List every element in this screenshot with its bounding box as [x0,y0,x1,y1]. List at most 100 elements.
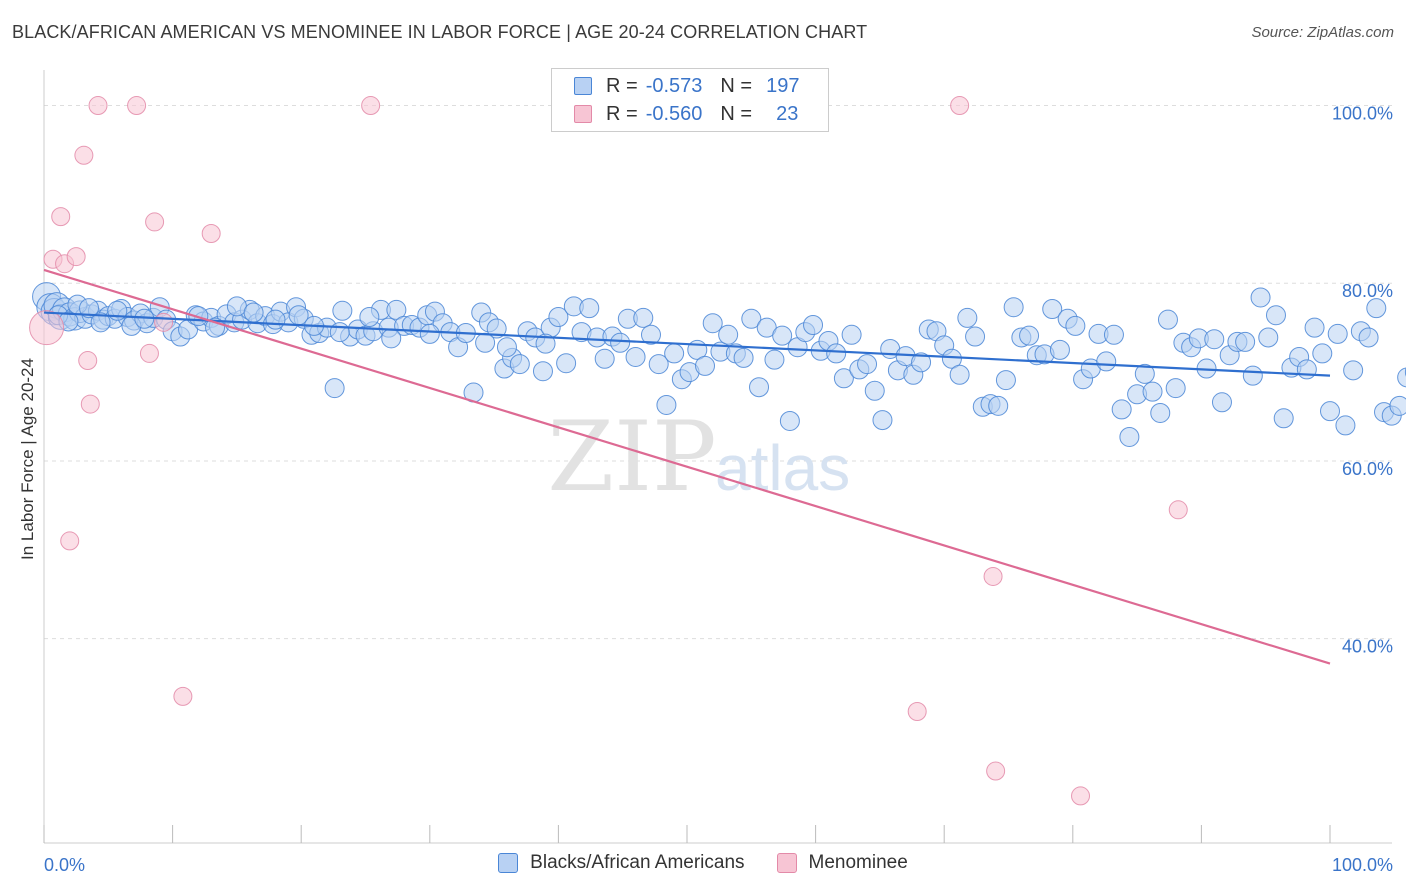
point-blacks [610,332,631,353]
point-blacks [779,410,800,431]
point-blacks [1389,395,1406,416]
watermark: ZIP atlas [547,401,850,513]
point-blacks [1242,365,1263,386]
point-menominee [1168,500,1188,520]
point-blacks [90,312,111,333]
point-blacks [1211,392,1232,413]
point-blacks [957,307,978,328]
point-blacks [1157,309,1178,330]
y-tick-label: 40.0% [1342,637,1393,657]
point-menominee [66,247,86,267]
series-legend-swatch-blacks [498,853,519,873]
watermark-atlas: atlas [715,432,850,504]
point-blacks [764,349,785,370]
point-blacks [1320,401,1340,422]
point-blacks [648,354,669,375]
point-blacks [965,326,986,347]
point-blacks [1358,327,1379,348]
trend-lines [43,268,1331,665]
point-blacks [1265,305,1286,326]
point-blacks [486,318,507,339]
point-blacks [633,307,654,328]
point-blacks [1165,378,1186,399]
point-blacks [772,325,793,346]
point-blacks [1119,426,1140,447]
y-tick-label: 80.0% [1342,281,1393,301]
point-blacks [1111,399,1132,420]
point-menominee [139,343,159,363]
point-blacks [1235,331,1256,352]
axes [43,70,1392,844]
y-axis-label: In Labor Force | Age 20-24 [18,358,37,560]
point-menominee [51,207,71,227]
point-blacks [1335,415,1356,436]
point-blacks [419,323,440,344]
point-blacks [702,313,723,334]
point-blacks [1273,408,1294,429]
point-blacks [1019,325,1040,346]
point-blacks [265,309,286,330]
point-menominee [173,686,193,706]
point-menominee [60,531,80,551]
point-blacks [579,298,600,319]
point-blacks [1096,351,1117,372]
point-blacks [79,298,100,319]
legend-r-label: R = [606,102,638,125]
point-blacks [1366,298,1387,319]
series-legend-item-menominee: Menominee [776,852,908,874]
point-blacks [749,377,770,398]
legend-row-blacks: R = -0.573 N = 197 [574,75,799,97]
tick-labels: 40.0% 60.0% 80.0% 100.0% 0.0% 100.0% [44,104,1393,875]
point-blacks [1049,339,1070,360]
point-blacks [509,354,530,375]
point-blacks [381,328,402,349]
point-blacks [1312,343,1333,364]
legend-n-value-menominee: 23 [776,102,799,125]
point-blacks [359,307,380,328]
series-legend-label-blacks: Blacks/African Americans [530,852,745,873]
point-blacks [535,333,556,354]
point-menominee [201,223,221,243]
point-blacks [640,324,661,345]
point-menominee [29,310,65,346]
point-menominee [127,96,147,116]
point-blacks [941,348,962,369]
point-blacks [1065,315,1086,336]
point-blacks [1150,402,1171,423]
trend-line-menominee [43,268,1331,665]
trend-line-blacks [43,311,1331,377]
legend-n-value-blacks: 197 [766,74,800,97]
legend-swatch-blacks [574,77,592,95]
legend-row-menominee: R = -0.560 N = 23 [574,103,798,125]
point-menominee [950,96,970,116]
point-blacks [656,394,677,415]
point-menominee [1071,786,1091,806]
point-blacks [803,315,824,336]
point-blacks [324,378,345,399]
legend-r-value-blacks: -0.573 [645,74,703,97]
point-menominee [907,702,927,722]
point-menominee [74,145,94,165]
point-blacks [332,300,353,321]
point-blacks [988,395,1009,416]
point-blacks [594,348,615,369]
point-blacks [718,324,739,345]
legend-swatch-menominee [574,105,592,123]
point-blacks [695,355,716,376]
point-menominee [80,394,100,414]
point-blacks [841,324,862,345]
point-blacks [329,322,350,343]
series-legend-swatch-menominee [776,853,797,873]
point-blacks [1258,327,1279,348]
point-blacks [1250,287,1271,308]
source-note: Source: ZipAtlas.com [1251,24,1394,41]
point-menominee [986,761,1006,781]
x-tick-label: 100.0% [1332,855,1393,875]
legend-r-value-menominee: -0.560 [645,102,703,125]
y-tick-label: 60.0% [1342,459,1393,479]
point-blacks [1142,381,1163,402]
legend-n-label: N = [720,74,753,97]
point-blacks [872,410,893,431]
point-blacks [833,368,854,389]
